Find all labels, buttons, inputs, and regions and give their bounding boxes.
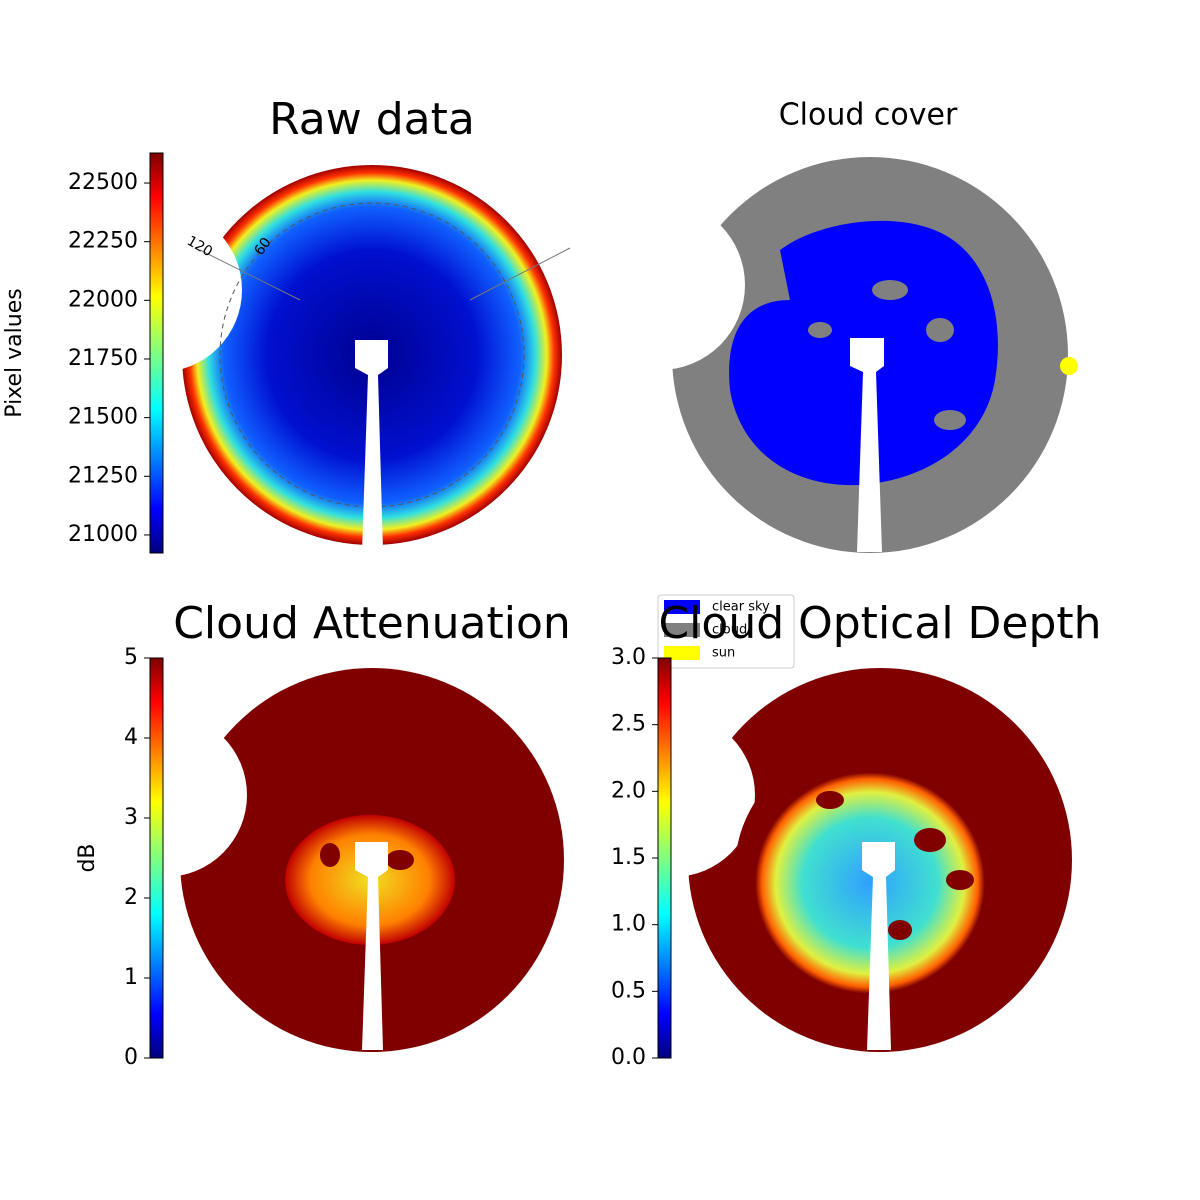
tick-label: 1.5 — [611, 845, 646, 870]
legend-label: cloud — [712, 623, 747, 638]
optical-depth-image — [591, 668, 1072, 1052]
legend-label: sun — [712, 646, 735, 661]
colorbar — [657, 657, 672, 1059]
tick-label: 1 — [124, 965, 138, 990]
panel-title: Cloud Attenuation — [173, 598, 571, 649]
tick-label: 2.0 — [611, 778, 646, 803]
attenuation-image — [83, 668, 564, 1052]
tick-label: 21250 — [68, 463, 138, 488]
tick-label: 22250 — [68, 229, 138, 254]
panel-title: Cloud Optical Depth — [658, 598, 1101, 649]
tick-label: 1.0 — [611, 912, 646, 937]
legend: clear sky cloud sun — [657, 594, 795, 669]
tick-label: 2.5 — [611, 712, 646, 737]
colorbar-label: Pixel values — [2, 288, 27, 417]
legend-swatch — [664, 646, 700, 660]
tick-label: 21000 — [68, 522, 138, 547]
tick-label: 22000 — [68, 287, 138, 312]
tick-label: 0.0 — [611, 1045, 646, 1070]
tick-label: 0 — [124, 1045, 138, 1070]
sky-image: 120 60 — [78, 165, 571, 552]
tick-label: 0.5 — [611, 978, 646, 1003]
tick-label: 2 — [124, 885, 138, 910]
legend-label: clear sky — [712, 600, 770, 615]
panel-title: Raw data — [269, 94, 475, 145]
legend-swatch — [664, 623, 700, 637]
colorbar — [149, 657, 164, 1059]
panel-title: Cloud cover — [779, 98, 958, 133]
tick-label: 5 — [124, 645, 138, 670]
colorbar — [149, 152, 164, 554]
legend-swatch — [664, 600, 700, 614]
colorbar-label: dB — [75, 843, 100, 872]
tick-label: 22500 — [68, 170, 138, 195]
tick-label: 4 — [124, 725, 138, 750]
tick-label: 3.0 — [611, 645, 646, 670]
cloud-mask — [575, 157, 1078, 553]
tick-label: 21750 — [68, 346, 138, 371]
tick-label: 3 — [124, 805, 138, 830]
tick-label: 21500 — [68, 405, 138, 430]
